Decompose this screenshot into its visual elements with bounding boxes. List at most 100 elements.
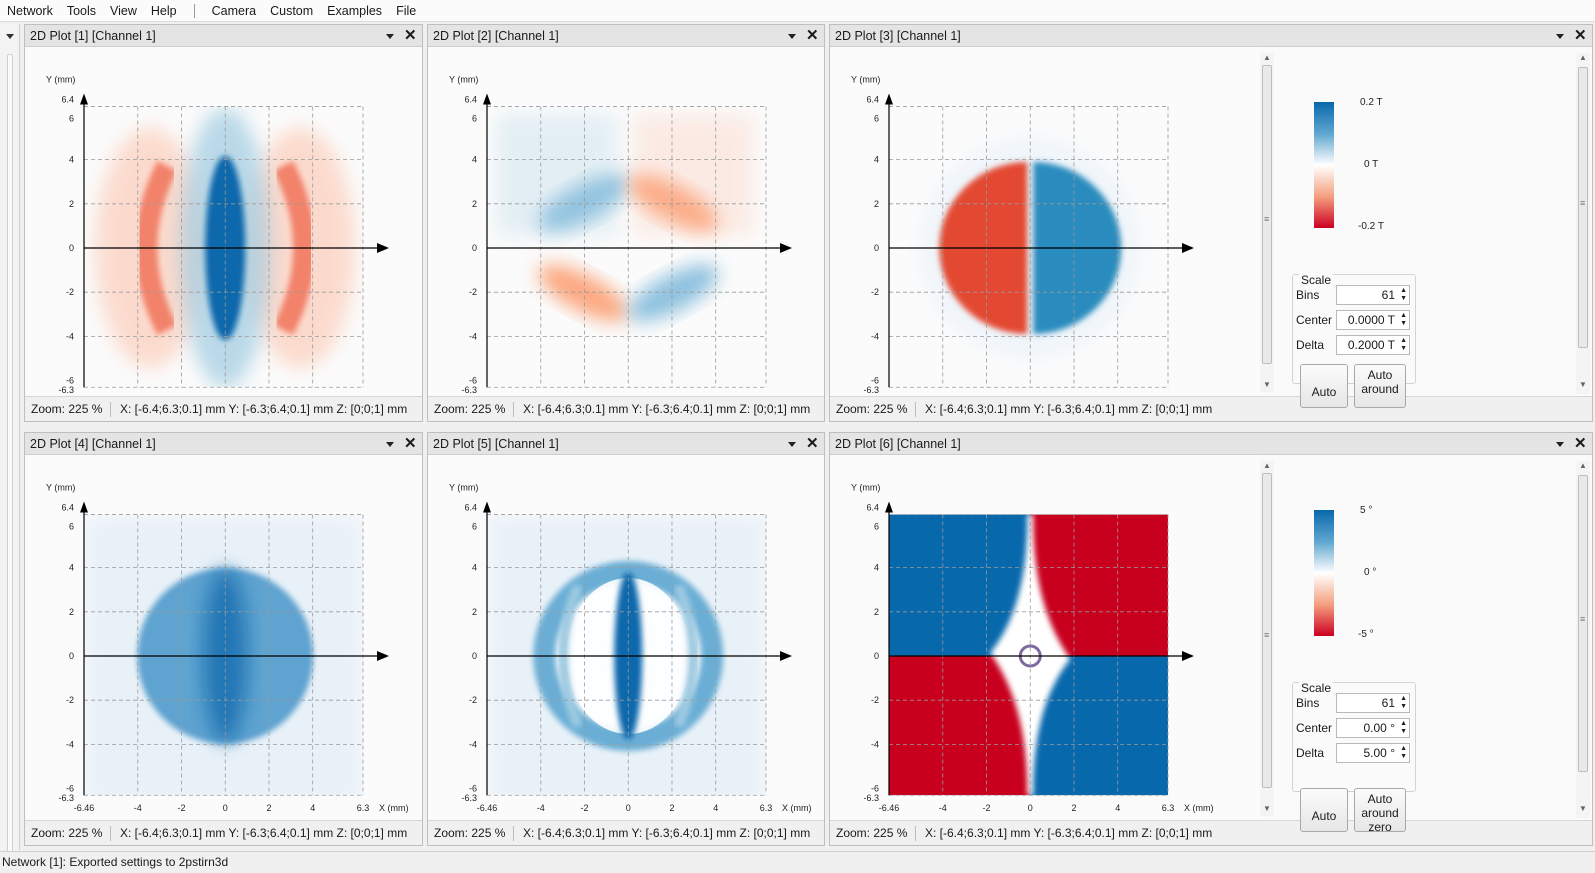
scroll-down-icon[interactable]: ▼ xyxy=(1263,380,1271,389)
auto-button-label: Auto xyxy=(1311,385,1337,399)
heatmap-plot[interactable]: Y (mm)6.46420-2-4-6-6.3-6.46-4-20246.3X … xyxy=(25,47,422,406)
zoom-readout: Zoom: 225 % xyxy=(31,826,103,840)
menu-network[interactable]: Network xyxy=(7,3,53,18)
scrollbar-thumb[interactable] xyxy=(1578,67,1588,348)
panel-menu-dropdown-icon[interactable] xyxy=(788,34,796,39)
range-readout: X: [-6.4;6.3;0.1] mm Y: [-6.3;6.4;0.1] m… xyxy=(925,402,1213,416)
panel-menu-dropdown-icon[interactable] xyxy=(1556,34,1564,39)
menu-camera[interactable]: Camera xyxy=(211,3,257,18)
plot-panel-1: 2D Plot [1] [Channel 1] ✕ Y (mm) 6.4 6 4 2 0 -2 -… xyxy=(24,24,423,422)
x-tick-label: -2 xyxy=(178,803,186,813)
panel-title-bar[interactable]: 2D Plot [4] [Channel 1] ✕ xyxy=(25,433,422,455)
panel-title-bar[interactable]: 2D Plot [3] [Channel 1] ✕ xyxy=(830,25,1592,47)
center-field[interactable]: 0.00 ° ▲ ▼ xyxy=(1336,718,1410,738)
menu-examples[interactable]: Examples xyxy=(327,3,383,18)
panel-status-bar: Zoom: 225 % X: [-6.4;6.3;0.1] mm Y: [-6.3… xyxy=(830,820,1592,845)
panel-menu-dropdown-icon[interactable] xyxy=(386,442,394,447)
bins-label: Bins xyxy=(1296,288,1320,302)
auto-button-label: Auto xyxy=(1311,809,1337,823)
y-tick-top: 6.4 xyxy=(866,95,879,105)
panel-menu-dropdown-icon[interactable] xyxy=(386,34,394,39)
scroll-up-icon[interactable]: ▲ xyxy=(1579,461,1587,470)
range-readout: X: [-6.4;6.3;0.1] mm Y: [-6.3;6.4;0.1] m… xyxy=(120,826,408,840)
x-axis-arrow-icon xyxy=(1182,651,1194,661)
dock-dropdown-icon[interactable] xyxy=(6,34,14,39)
bins-field[interactable]: 61 ▲ ▼ xyxy=(1336,693,1410,713)
panel-close-icon[interactable]: ✕ xyxy=(1574,435,1587,452)
panel-close-icon[interactable]: ✕ xyxy=(806,435,819,452)
menu-custom[interactable]: Custom xyxy=(270,3,314,18)
spinner-arrows-icon[interactable]: ▲ ▼ xyxy=(1400,287,1407,302)
x-tick-label: 2 xyxy=(669,803,674,813)
spinner-arrows-icon[interactable]: ▲ ▼ xyxy=(1400,720,1407,735)
color-scale-bar xyxy=(1314,510,1334,636)
panel-title-bar[interactable]: 2D Plot [2] [Channel 1] ✕ xyxy=(428,25,824,47)
heatmap-plot[interactable]: Y (mm)6.46420-2-4-6-6.3-6.46-4-20246.3X … xyxy=(830,47,1260,406)
plot-vertical-scrollbar[interactable]: ≡ ▲ ▼ xyxy=(1260,461,1274,816)
y-tick-label: 0 xyxy=(472,243,477,253)
scroll-down-icon[interactable]: ▼ xyxy=(1579,380,1587,389)
panel-title-bar[interactable]: 2D Plot [1] [Channel 1] ✕ xyxy=(25,25,422,47)
spinner-arrows-icon[interactable]: ▲ ▼ xyxy=(1400,695,1407,710)
y-axis-arrow-icon xyxy=(885,501,893,513)
panel-title-bar[interactable]: 2D Plot [5] [Channel 1] ✕ xyxy=(428,433,824,455)
panel-close-icon[interactable]: ✕ xyxy=(404,27,417,44)
menu-view[interactable]: View xyxy=(110,3,137,18)
auto-button[interactable]: Auto xyxy=(1300,364,1348,408)
scrollbar-thumb[interactable] xyxy=(1262,473,1272,788)
plot-canvas[interactable]: Y (mm)6.46420-2-4-6-6.3-6.46-4-20246.3X … xyxy=(428,47,824,406)
scrollbar-thumb[interactable] xyxy=(1262,65,1272,364)
plot-vertical-scrollbar[interactable]: ≡ ▲ ▼ xyxy=(1260,53,1274,392)
auto-around-zero-button[interactable]: Auto around zero xyxy=(1354,788,1406,832)
panel-menu-dropdown-icon[interactable] xyxy=(1556,442,1564,447)
menu-file[interactable]: File xyxy=(396,3,417,18)
y-tick-label: -4 xyxy=(469,739,477,749)
heatmap-plot[interactable]: Y (mm)6.46420-2-4-6-6.3-6.46-4-20246.3X … xyxy=(428,47,824,406)
delta-field[interactable]: 5.00 ° ▲ ▼ xyxy=(1336,743,1410,763)
side-vertical-scrollbar[interactable]: ≡ ▲ ▼ xyxy=(1576,53,1590,394)
scroll-down-icon[interactable]: ▼ xyxy=(1263,804,1271,813)
scroll-up-icon[interactable]: ▲ xyxy=(1263,461,1271,470)
left-scrollbar[interactable] xyxy=(7,54,13,854)
panel-close-icon[interactable]: ✕ xyxy=(806,27,819,44)
y-tick-label: -4 xyxy=(871,739,879,749)
y-tick-label: 6 xyxy=(472,521,477,531)
bins-field[interactable]: 61 ▲ ▼ xyxy=(1336,285,1410,305)
panel-close-icon[interactable]: ✕ xyxy=(1574,27,1587,44)
scroll-up-icon[interactable]: ▲ xyxy=(1263,53,1271,62)
scrollbar-thumb[interactable] xyxy=(1578,475,1588,772)
panel-title: 2D Plot [4] [Channel 1] xyxy=(30,437,156,451)
x-tick-label: -4 xyxy=(939,803,947,813)
spinner-arrows-icon[interactable]: ▲ ▼ xyxy=(1400,312,1407,327)
y-tick-label: 4 xyxy=(69,563,74,573)
menu-tools[interactable]: Tools xyxy=(66,3,97,18)
x-axis-arrow-icon xyxy=(780,243,792,253)
plot-canvas[interactable]: Y (mm)6.46420-2-4-6-6.3-6.46-4-20246.3X … xyxy=(25,47,422,406)
panel-close-icon[interactable]: ✕ xyxy=(404,435,417,452)
panel-menu-dropdown-icon[interactable] xyxy=(788,442,796,447)
panel-title-bar[interactable]: 2D Plot [6] [Channel 1] ✕ xyxy=(830,433,1592,455)
spinner-arrows-icon[interactable]: ▲ ▼ xyxy=(1400,337,1407,352)
menu-help[interactable]: Help xyxy=(150,3,177,18)
x-tick-label: -2 xyxy=(983,803,991,813)
scroll-down-icon[interactable]: ▼ xyxy=(1579,804,1587,813)
center-field[interactable]: 0.0000 T ▲ ▼ xyxy=(1336,310,1410,330)
status-separator xyxy=(915,402,916,417)
x-tick-label: 0 xyxy=(1028,803,1033,813)
colorbar-min-label: -0.2 T xyxy=(1358,221,1384,232)
auto-around-zero-button[interactable]: Auto around xyxy=(1354,364,1406,408)
delta-field[interactable]: 0.2000 T ▲ ▼ xyxy=(1336,335,1410,355)
plot-canvas[interactable]: Y (mm)6.46420-2-4-6-6.3-6.46-4-20246.3X … xyxy=(830,47,1260,406)
spinner-arrows-icon[interactable]: ▲ ▼ xyxy=(1400,745,1407,760)
range-readout: X: [-6.4;6.3;0.1] mm Y: [-6.3;6.4;0.1] m… xyxy=(120,402,408,416)
auto-button[interactable]: Auto xyxy=(1300,788,1348,832)
scroll-up-icon[interactable]: ▲ xyxy=(1579,53,1587,62)
side-vertical-scrollbar[interactable]: ≡ ▲ ▼ xyxy=(1576,461,1590,818)
scale-group-label: Scale xyxy=(1299,681,1334,695)
